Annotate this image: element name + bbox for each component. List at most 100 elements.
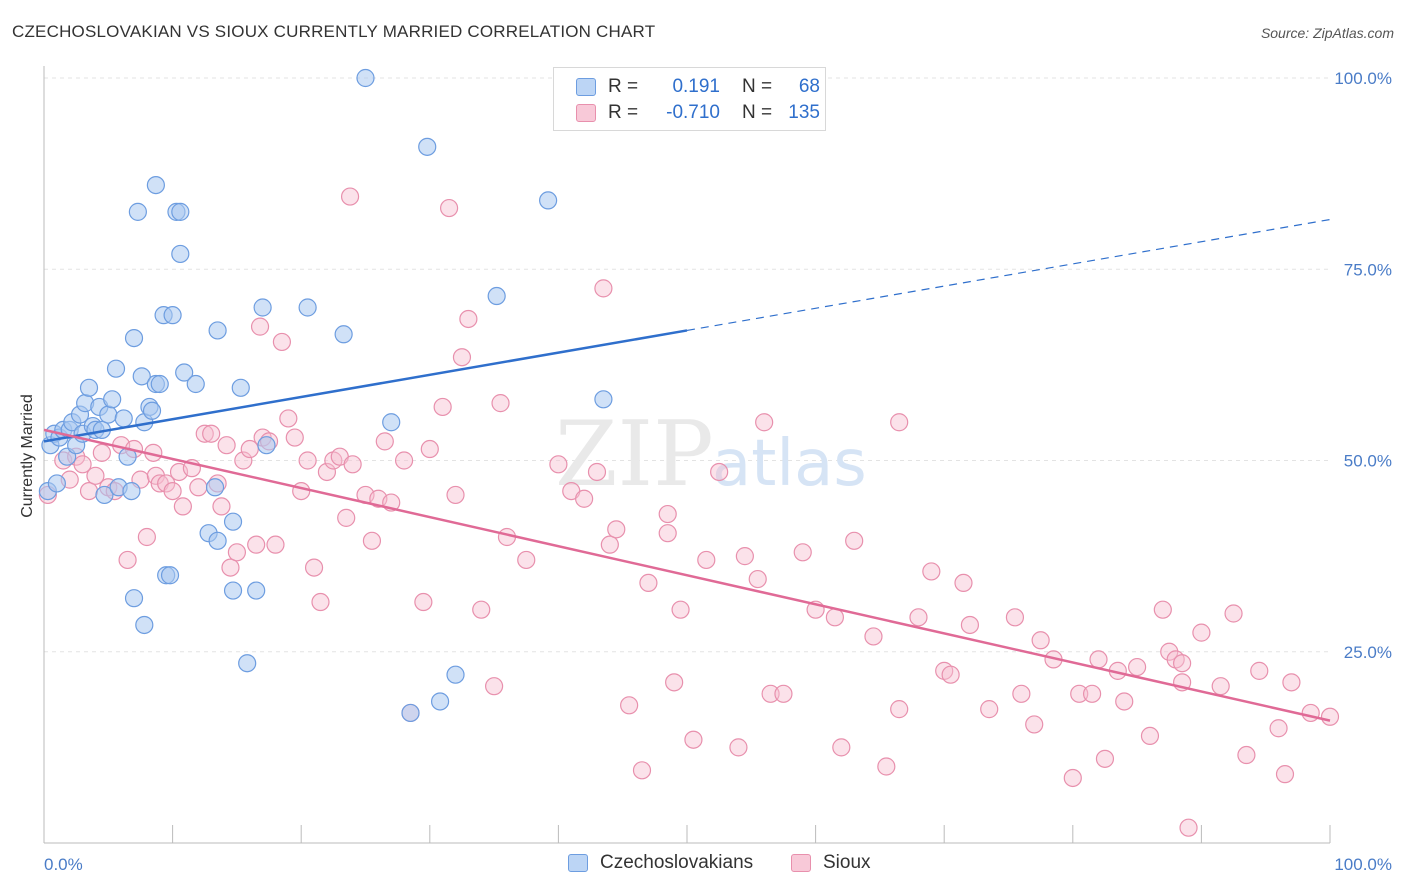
sioux-point bbox=[118, 550, 137, 570]
czech-point bbox=[103, 390, 122, 409]
sioux-point bbox=[980, 700, 999, 719]
sioux-point bbox=[845, 531, 864, 550]
sioux-point bbox=[337, 508, 356, 527]
sioux-point bbox=[250, 317, 270, 336]
sioux-point bbox=[195, 424, 214, 443]
sioux-point bbox=[774, 684, 793, 703]
sioux-point bbox=[491, 394, 510, 413]
czech-point bbox=[122, 482, 141, 501]
sioux-point bbox=[549, 455, 568, 474]
legend-n-label: N = bbox=[742, 76, 773, 97]
sioux-point bbox=[517, 550, 536, 570]
sioux-point bbox=[472, 600, 491, 619]
czech-trend-extension bbox=[686, 218, 1331, 332]
sioux-point bbox=[755, 413, 774, 432]
sioux-point bbox=[922, 562, 941, 581]
sioux-point bbox=[1250, 661, 1269, 680]
czech-point bbox=[132, 367, 151, 386]
sioux-point bbox=[1179, 818, 1198, 837]
sioux-swatch-icon bbox=[576, 104, 596, 122]
sioux-point bbox=[285, 428, 304, 447]
czech-points bbox=[38, 68, 613, 723]
sioux-point bbox=[575, 489, 594, 508]
legend-r-label: R = bbox=[608, 102, 639, 123]
sioux-point bbox=[1301, 703, 1320, 723]
sioux-point bbox=[658, 524, 677, 543]
legend-n-label: N = bbox=[742, 102, 773, 123]
sioux-point bbox=[221, 558, 240, 577]
czech-point bbox=[298, 298, 317, 317]
watermark-zip: ZIP bbox=[555, 402, 714, 507]
y-tick-label: 75.0% bbox=[1344, 260, 1392, 279]
sioux-point bbox=[1173, 654, 1192, 673]
y-tick-label: 25.0% bbox=[1344, 643, 1392, 662]
czech-point bbox=[124, 329, 144, 348]
sioux-point bbox=[671, 600, 690, 619]
czech-point bbox=[171, 202, 190, 221]
czech-point bbox=[124, 589, 144, 608]
czech-point bbox=[106, 359, 126, 378]
sioux-point bbox=[137, 527, 156, 547]
y-axis-label: Currently Married bbox=[19, 394, 36, 518]
sioux-points bbox=[38, 187, 1340, 837]
sioux-legend-icon bbox=[791, 854, 811, 872]
czech-point bbox=[401, 703, 420, 723]
sioux-point bbox=[272, 332, 292, 352]
sioux-point bbox=[909, 608, 928, 627]
czech-point bbox=[382, 413, 401, 432]
sioux-point bbox=[684, 730, 703, 749]
czech-point bbox=[356, 68, 375, 88]
sioux-point bbox=[375, 432, 394, 451]
sioux-point bbox=[710, 462, 729, 482]
sioux-point bbox=[748, 569, 767, 589]
czech-point bbox=[171, 244, 190, 264]
czech-point bbox=[99, 405, 118, 424]
sioux-point bbox=[234, 451, 253, 470]
sioux-point bbox=[665, 673, 684, 692]
czech-point bbox=[430, 692, 450, 711]
sioux-point bbox=[941, 665, 960, 684]
legend-row-sioux: R = -0.710 N = 135 bbox=[576, 101, 820, 125]
sioux-point bbox=[658, 504, 677, 524]
czech-point bbox=[163, 306, 182, 325]
czech-point bbox=[135, 615, 154, 635]
sioux-point bbox=[632, 761, 652, 780]
sioux-point bbox=[459, 309, 478, 329]
watermark: ZIP atlas bbox=[555, 402, 867, 507]
sioux-point bbox=[1070, 684, 1089, 703]
sioux-point bbox=[298, 451, 317, 470]
sioux-point bbox=[600, 535, 619, 554]
sioux-point bbox=[433, 397, 452, 417]
sioux-point bbox=[86, 466, 105, 485]
czech-point bbox=[238, 654, 257, 673]
bottom-legend-sioux-label: Sioux bbox=[823, 852, 871, 873]
chart-title: CZECHOSLOVAKIAN VS SIOUX CURRENTLY MARRI… bbox=[12, 22, 656, 41]
sioux-point bbox=[212, 497, 231, 516]
czech-point bbox=[247, 581, 266, 600]
sioux-point bbox=[362, 531, 382, 550]
sioux-point bbox=[1320, 707, 1340, 726]
sioux-point bbox=[729, 738, 748, 757]
sioux-point bbox=[317, 462, 337, 482]
sioux-point bbox=[340, 187, 360, 206]
czech-point bbox=[487, 286, 506, 306]
czech-point bbox=[539, 191, 558, 210]
sioux-point bbox=[832, 738, 851, 757]
sioux-point bbox=[877, 757, 896, 776]
y-tick-label: 100.0% bbox=[1334, 69, 1392, 88]
y-tick-label: 50.0% bbox=[1344, 452, 1392, 471]
sioux-point bbox=[890, 413, 909, 432]
sioux-point bbox=[594, 279, 613, 298]
sioux-point bbox=[761, 684, 780, 703]
czech-point bbox=[114, 409, 133, 428]
czech-point bbox=[334, 325, 353, 344]
czech-trend-line bbox=[43, 329, 688, 443]
source-label: Source: ZipAtlas.com bbox=[1260, 25, 1394, 41]
watermark-atlas: atlas bbox=[712, 427, 867, 501]
sioux-point bbox=[1031, 631, 1050, 650]
sioux-point bbox=[1089, 650, 1108, 669]
sioux-point bbox=[73, 455, 92, 474]
sioux-point bbox=[420, 439, 439, 459]
sioux-point bbox=[735, 547, 754, 566]
czech-point bbox=[205, 478, 225, 497]
